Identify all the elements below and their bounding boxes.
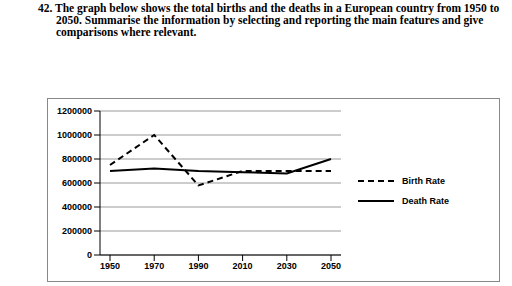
svg-text:1000000: 1000000 (57, 130, 92, 140)
html-text:Birth Rate: Birth Rate (402, 176, 445, 186)
html-text:Death Rate: Death Rate (402, 196, 449, 206)
svg-text:2050: 2050 (321, 261, 341, 271)
svg-text:0: 0 (87, 250, 92, 260)
svg-text:400000: 400000 (62, 202, 92, 212)
svg-text:2030: 2030 (277, 261, 297, 271)
svg-text:1970: 1970 (144, 261, 164, 271)
svg-text:1990: 1990 (188, 261, 208, 271)
svg-text:1200000: 1200000 (57, 106, 92, 116)
html-text:42. The graph below shows the: 42. The graph below shows the total birt… (38, 2, 500, 38)
svg-text:600000: 600000 (62, 178, 92, 188)
svg-text:1950: 1950 (100, 261, 120, 271)
svg-text:200000: 200000 (62, 226, 92, 236)
svg-text:800000: 800000 (62, 154, 92, 164)
svg-text:2010: 2010 (233, 261, 253, 271)
